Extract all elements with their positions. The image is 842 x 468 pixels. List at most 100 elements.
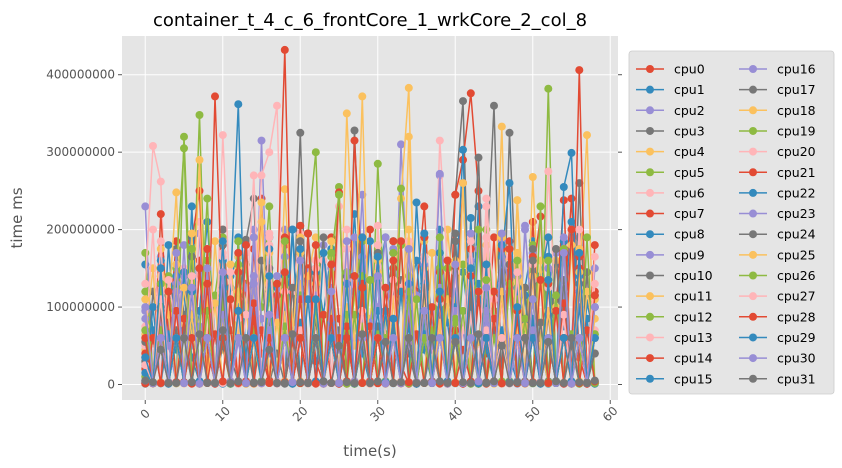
- legend-item: cpu8: [636, 227, 705, 242]
- legend-label: cpu19: [777, 123, 816, 138]
- data-point-cpu0: [420, 202, 429, 211]
- legend-marker: [749, 147, 757, 156]
- data-point-cpu24: [296, 237, 305, 246]
- data-point-cpu7: [350, 136, 359, 145]
- data-point-cpu8: [304, 295, 312, 304]
- data-point-cpu30: [342, 237, 351, 246]
- data-point-cpu31: [311, 334, 320, 342]
- data-point-cpu23: [466, 256, 475, 265]
- data-point-cpu31: [373, 377, 382, 386]
- data-point-cpu20: [373, 241, 382, 250]
- data-point-cpu12: [583, 233, 591, 242]
- data-point-cpu23: [203, 264, 212, 273]
- data-point-cpu11: [180, 283, 188, 292]
- data-point-cpu3: [505, 128, 514, 137]
- data-point-cpu31: [404, 334, 413, 342]
- data-point-cpu31: [575, 378, 584, 387]
- legend-item: cpu12: [636, 309, 713, 324]
- data-point-cpu4: [583, 131, 591, 140]
- data-point-cpu12: [180, 144, 188, 153]
- data-point-cpu14: [381, 283, 390, 292]
- data-point-cpu11: [513, 196, 522, 205]
- data-point-cpu18: [187, 229, 196, 238]
- data-point-cpu26: [389, 248, 398, 257]
- data-point-cpu5: [180, 132, 188, 141]
- legend-label: cpu7: [674, 206, 705, 221]
- y-axis-label: time ms: [8, 187, 26, 248]
- data-point-cpu13: [249, 171, 258, 180]
- legend-label: cpu27: [777, 289, 816, 304]
- data-point-cpu10: [474, 153, 483, 162]
- data-point-cpu31: [397, 378, 405, 387]
- data-point-cpu12: [412, 295, 421, 304]
- data-point-cpu3: [249, 194, 258, 203]
- data-point-cpu27: [559, 310, 568, 319]
- legend-item: cpu9: [636, 247, 705, 262]
- data-point-cpu11: [358, 92, 367, 101]
- data-point-cpu31: [497, 341, 506, 350]
- data-point-cpu29: [466, 264, 475, 273]
- legend-marker: [646, 209, 654, 218]
- legend-marker: [646, 374, 654, 383]
- data-point-cpu13: [149, 225, 157, 234]
- data-point-cpu14: [304, 229, 312, 238]
- data-point-cpu11: [211, 299, 219, 308]
- legend-item: cpu25: [739, 247, 816, 262]
- data-point-cpu21: [559, 299, 568, 308]
- data-point-cpu31: [319, 377, 328, 386]
- data-point-cpu8: [288, 225, 297, 234]
- data-point-cpu31: [249, 379, 258, 387]
- data-point-cpu29: [575, 248, 584, 257]
- data-point-cpu9: [180, 241, 188, 250]
- data-point-cpu22: [482, 260, 491, 269]
- data-point-cpu11: [459, 179, 467, 188]
- legend-label: cpu22: [777, 185, 816, 200]
- data-point-cpu4: [404, 83, 413, 92]
- data-point-cpu30: [575, 334, 584, 342]
- legend-marker: [646, 354, 654, 363]
- legend-item: cpu23: [739, 206, 816, 221]
- legend-marker: [749, 354, 757, 363]
- legend-marker: [646, 292, 654, 301]
- data-point-cpu10: [552, 245, 560, 253]
- legend-marker: [749, 250, 757, 259]
- data-point-cpu22: [435, 248, 444, 257]
- data-point-cpu23: [559, 233, 568, 242]
- data-point-cpu27: [311, 264, 320, 273]
- data-point-cpu13: [342, 225, 351, 234]
- legend-label: cpu10: [674, 268, 713, 283]
- data-point-cpu20: [590, 279, 599, 288]
- data-point-cpu8: [180, 268, 188, 277]
- data-point-cpu31: [296, 378, 305, 387]
- data-point-cpu8: [234, 100, 243, 109]
- data-point-cpu31: [156, 345, 165, 354]
- data-point-cpu6: [156, 177, 165, 186]
- data-point-cpu20: [156, 237, 165, 246]
- data-point-cpu26: [156, 279, 165, 288]
- data-point-cpu29: [544, 276, 553, 284]
- data-point-cpu28: [373, 334, 382, 342]
- data-point-cpu31: [389, 379, 398, 387]
- data-point-cpu9: [521, 221, 529, 230]
- legend-marker: [646, 271, 654, 280]
- data-point-cpu19: [327, 248, 336, 257]
- data-point-cpu10: [583, 268, 591, 277]
- data-point-cpu31: [552, 377, 560, 386]
- data-point-cpu31: [180, 334, 188, 342]
- data-point-cpu21: [435, 268, 444, 277]
- legend-marker: [646, 188, 654, 197]
- data-point-cpu6: [265, 148, 274, 157]
- data-point-cpu8: [505, 179, 514, 188]
- data-point-cpu16: [466, 229, 475, 238]
- data-point-cpu8: [412, 198, 421, 207]
- data-point-cpu29: [513, 303, 522, 312]
- data-point-cpu29: [327, 334, 336, 342]
- legend-marker: [749, 230, 757, 239]
- data-point-cpu24: [451, 229, 460, 238]
- data-point-cpu14: [265, 379, 274, 387]
- data-point-cpu31: [451, 337, 460, 346]
- legend-marker: [646, 126, 654, 135]
- data-point-cpu14: [319, 310, 328, 319]
- data-point-cpu31: [141, 376, 150, 385]
